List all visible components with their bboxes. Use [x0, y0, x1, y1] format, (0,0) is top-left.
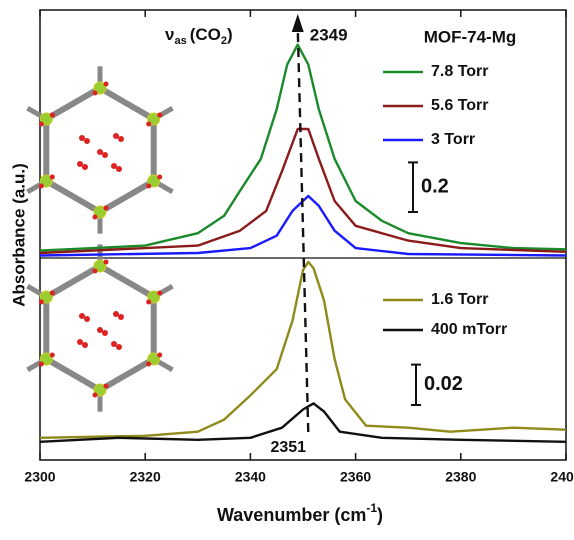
peak-label-text: (CO: [190, 25, 221, 44]
oxygen-atom: [146, 300, 151, 305]
oxygen-atom: [104, 384, 109, 389]
co2-molecule: [116, 166, 122, 172]
peak-label-symbol: ν: [165, 25, 174, 44]
oxygen-atom: [50, 175, 55, 180]
oxygen-atom: [157, 291, 162, 296]
peak-annotation: 2351: [270, 439, 306, 456]
co2-molecule: [79, 313, 85, 319]
oxygen-atom: [93, 269, 98, 274]
oxygen-atom: [39, 184, 44, 189]
chart: Absorbance (a.u.) Wavenumber (cm-1) νas (…: [0, 0, 574, 535]
x-tick-label: 2400: [550, 469, 574, 485]
peak-label-sub: as: [174, 35, 186, 47]
peak-label-end: ): [227, 25, 233, 44]
legend-label: 400 mTorr: [431, 321, 507, 338]
oxygen-atom: [50, 353, 55, 358]
co2-molecule: [82, 342, 88, 348]
peak-label: νas(CO2): [165, 25, 233, 46]
y-axis-label: Absorbance (a.u.): [9, 163, 28, 307]
co2-molecule: [111, 341, 117, 347]
co2-molecule: [82, 164, 88, 170]
oxygen-atom: [146, 122, 151, 127]
x-tick-label: 2360: [340, 469, 371, 485]
co2-molecule: [113, 311, 119, 317]
co2-molecule: [84, 138, 90, 144]
oxygen-atom: [157, 175, 162, 180]
legend-label: 5.6 Torr: [431, 97, 489, 114]
oxygen-atom: [157, 113, 162, 118]
co2-molecule: [111, 163, 117, 169]
legend-label: 1.6 Torr: [431, 291, 489, 308]
peak-guide-arrow: [292, 14, 304, 32]
oxygen-atom: [104, 206, 109, 211]
co2-molecule: [102, 330, 108, 336]
peak-annotation: 2349: [310, 25, 348, 44]
co2-molecule: [118, 136, 124, 142]
x-tick-label: 2340: [235, 469, 266, 485]
chart-title: MOF-74-Mg: [424, 27, 517, 46]
co2-molecule: [77, 161, 83, 167]
co2-molecule: [84, 316, 90, 322]
co2-molecule: [77, 339, 83, 345]
co2-molecule: [118, 314, 124, 320]
legend-label: 7.8 Torr: [431, 63, 489, 80]
framework-sketch: [28, 244, 173, 411]
x-tick-label: 2380: [445, 469, 476, 485]
x-tick-label: 2300: [24, 469, 55, 485]
framework-sketch: [28, 66, 173, 233]
oxygen-atom: [93, 91, 98, 96]
co2-molecule: [97, 149, 103, 155]
co2-molecule: [79, 135, 85, 141]
co2-molecule: [116, 344, 122, 350]
x-axis-label: Wavenumber (cm-1): [217, 501, 383, 525]
x-axis-label-end: ): [377, 505, 383, 525]
x-tick-label: 2320: [130, 469, 161, 485]
oxygen-atom: [104, 82, 109, 87]
oxygen-atom: [50, 113, 55, 118]
oxygen-atom: [146, 362, 151, 367]
oxygen-atom: [146, 184, 151, 189]
co2-molecule: [97, 327, 103, 333]
x-axis-label-text: Wavenumber (cm: [217, 505, 366, 525]
scale-bar-label: 0.02: [424, 373, 463, 395]
oxygen-atom: [50, 291, 55, 296]
peak-guide: [298, 28, 309, 432]
oxygen-atom: [93, 215, 98, 220]
oxygen-atom: [157, 353, 162, 358]
oxygen-atom: [39, 122, 44, 127]
co2-molecule: [113, 133, 119, 139]
legend-label: 3 Torr: [431, 131, 475, 148]
x-axis-label-sup: -1: [366, 501, 377, 515]
oxygen-atom: [93, 393, 98, 398]
oxygen-atom: [39, 362, 44, 367]
oxygen-atom: [104, 260, 109, 265]
co2-molecule: [102, 152, 108, 158]
scale-bar-label: 0.2: [421, 175, 449, 197]
oxygen-atom: [39, 300, 44, 305]
